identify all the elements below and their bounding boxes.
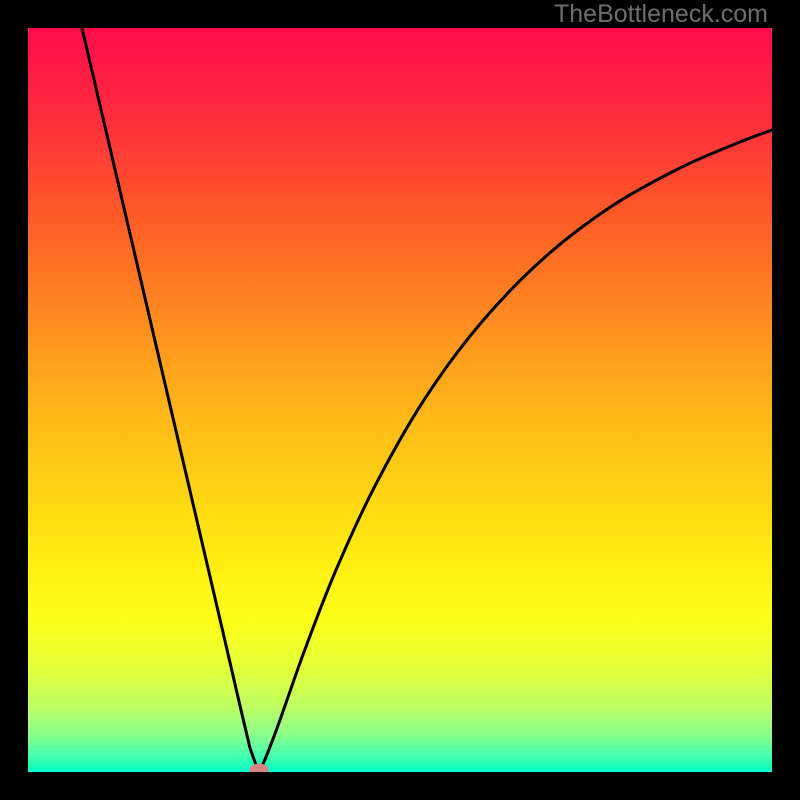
optimum-marker — [249, 763, 268, 772]
attribution-text: TheBottleneck.com — [554, 0, 768, 29]
bottleneck-curve — [28, 28, 772, 772]
plot-area — [28, 28, 772, 772]
chart-root: TheBottleneck.com — [0, 0, 800, 800]
